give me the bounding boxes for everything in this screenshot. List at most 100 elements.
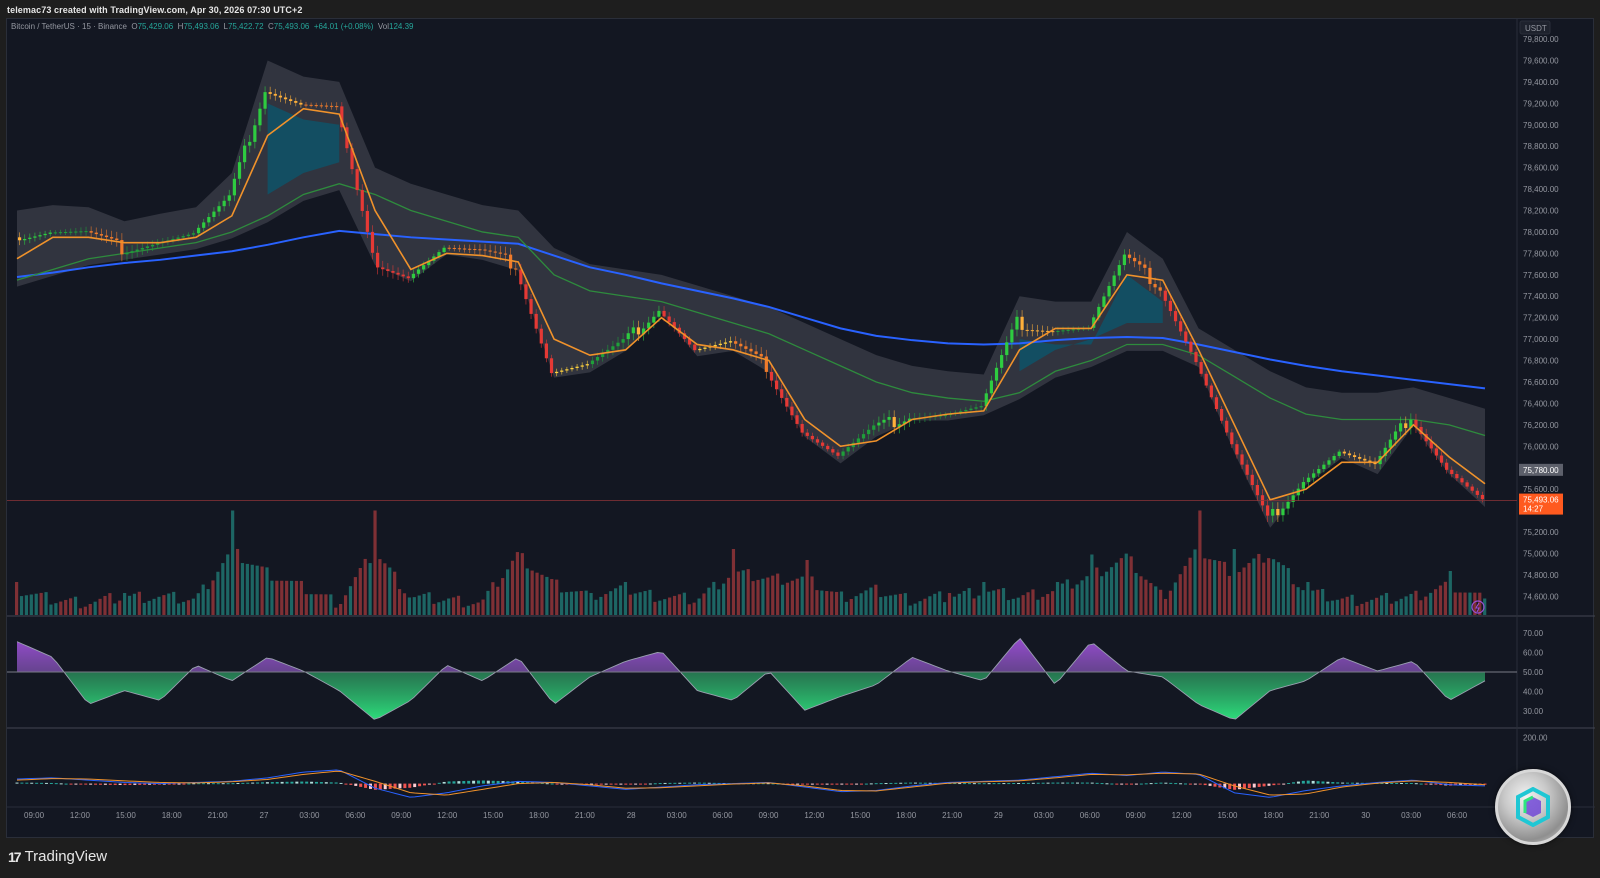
tradingview-logo[interactable]: 17 TradingView — [8, 848, 107, 865]
snapshot-caption: telemac73 created with TradingView.com, … — [7, 5, 303, 15]
ema-slow-line — [16, 229, 1486, 390]
time-tick: 18:00 — [529, 811, 550, 820]
close-value: 75,493.06 — [273, 22, 310, 31]
signal-line — [16, 770, 1486, 796]
time-tick: 27 — [260, 811, 269, 820]
volume-label: Vol — [377, 22, 389, 31]
price-tick: 77,000.00 — [1523, 335, 1559, 344]
price-tick: 79,600.00 — [1523, 57, 1559, 66]
rsi-axis[interactable]: 70.00 60.00 50.00 40.00 30.00 — [1523, 629, 1544, 716]
time-tick: 03:00 — [1034, 811, 1055, 820]
rsi-tick: 40.00 — [1523, 688, 1544, 697]
price-tick: 79,400.00 — [1523, 78, 1559, 87]
time-tick: 29 — [994, 811, 1003, 820]
price-tick: 75,600.00 — [1523, 485, 1559, 494]
time-tick: 03:00 — [667, 811, 688, 820]
volume-value: 124.39 — [389, 22, 414, 31]
coin-badge-icon — [1495, 769, 1571, 845]
time-tick: 12:00 — [437, 811, 458, 820]
rsi-tick: 50.00 — [1523, 668, 1544, 677]
time-tick: 21:00 — [1309, 811, 1330, 820]
price-tick: 76,200.00 — [1523, 421, 1559, 430]
price-tick: 74,800.00 — [1523, 571, 1559, 580]
price-tick: 78,600.00 — [1523, 164, 1559, 173]
time-tick: 06:00 — [1447, 811, 1468, 820]
price-tick: 77,200.00 — [1523, 314, 1559, 323]
price-tick: 78,800.00 — [1523, 142, 1559, 151]
ema-fast-line — [16, 107, 1486, 501]
low-label: L — [223, 22, 228, 31]
rsi-overbought-fill — [17, 638, 1485, 672]
lightning-icon[interactable] — [1471, 600, 1485, 614]
rsi-line — [16, 637, 1486, 720]
currency-button[interactable] — [1519, 20, 1551, 35]
time-tick: 09:00 — [391, 811, 412, 820]
price-tick: 76,800.00 — [1523, 357, 1559, 366]
time-tick: 15:00 — [483, 811, 504, 820]
time-tick: 12:00 — [804, 811, 825, 820]
rsi-tick: 60.00 — [1523, 648, 1544, 657]
price-tick: 78,000.00 — [1523, 228, 1559, 237]
trend-cloud — [17, 60, 1485, 528]
time-tick: 18:00 — [1263, 811, 1284, 820]
high-label: H — [177, 22, 184, 31]
time-axis[interactable]: 09:00 12:00 15:00 18:00 21:00 27 03:00 06:00 09:… — [24, 811, 1468, 820]
time-tick: 03:00 — [299, 811, 320, 820]
price-tick: 79,800.00 — [1523, 35, 1559, 44]
high-value: 75,493.06 — [183, 22, 220, 31]
price-tick: 77,600.00 — [1523, 271, 1559, 280]
currency-label: USDT — [1525, 24, 1547, 33]
time-tick: 18:00 — [162, 811, 183, 820]
symbol-legend: Bitcoin / TetherUS · 15 · Binance O75,42… — [11, 22, 413, 31]
open-value: 75,429.06 — [137, 22, 174, 31]
time-tick: 21:00 — [942, 811, 963, 820]
time-tick: 09:00 — [758, 811, 779, 820]
macd-tick: 200.00 — [1523, 734, 1548, 743]
bull-cloud — [267, 103, 340, 195]
price-tick: 79,200.00 — [1523, 99, 1559, 108]
time-tick: 18:00 — [896, 811, 917, 820]
macd-axis[interactable]: 200.00 — [1523, 734, 1548, 743]
time-tick: 03:00 — [1401, 811, 1422, 820]
price-tick: 79,000.00 — [1523, 121, 1559, 130]
time-tick: 12:00 — [1172, 811, 1193, 820]
price-tick: 78,400.00 — [1523, 185, 1559, 194]
time-tick: 06:00 — [1080, 811, 1101, 820]
time-tick: 28 — [627, 811, 636, 820]
time-tick: 15:00 — [116, 811, 137, 820]
time-tick: 21:00 — [575, 811, 596, 820]
time-tick: 06:00 — [345, 811, 366, 820]
tradingview-brand: TradingView — [24, 848, 108, 865]
rsi-tick: 30.00 — [1523, 707, 1544, 716]
countdown-label: 14:27 — [1523, 505, 1544, 514]
time-tick: 30 — [1361, 811, 1370, 820]
price-tick: 78,200.00 — [1523, 207, 1559, 216]
low-value: 75,422.72 — [227, 22, 264, 31]
price-tick: 74,600.00 — [1523, 592, 1559, 601]
change-value: +64.01 (+0.08%) — [313, 22, 374, 31]
price-axis[interactable]: 79,800.00 79,600.00 79,400.00 79,200.00 79,0… — [1519, 20, 1563, 601]
time-tick: 09:00 — [1126, 811, 1147, 820]
rsi-tick: 70.00 — [1523, 629, 1544, 638]
price-tick: 75,000.00 — [1523, 549, 1559, 558]
price-tick: 75,200.00 — [1523, 528, 1559, 537]
tradingview-logo-icon: 17 — [8, 848, 22, 865]
time-tick: 06:00 — [713, 811, 734, 820]
open-label: O — [131, 22, 138, 31]
price-tick: 76,600.00 — [1523, 378, 1559, 387]
bull-cloud — [1019, 274, 1163, 372]
ema-mid-line — [16, 183, 1486, 437]
price-marker-gray-label: 75,780.00 — [1523, 466, 1559, 475]
last-price-label: 75,493.06 — [1523, 496, 1559, 505]
chart-area[interactable]: 79,800.00 79,600.00 79,400.00 79,200.00 79,0… — [6, 18, 1595, 839]
rsi-oversold-fill — [17, 672, 1485, 720]
price-tick: 76,000.00 — [1523, 442, 1559, 451]
chart-canvas[interactable]: 79,800.00 79,600.00 79,400.00 79,200.00 79,0… — [7, 19, 1595, 839]
price-marker-gray — [1519, 463, 1563, 476]
price-tick: 77,400.00 — [1523, 292, 1559, 301]
price-tick: 76,400.00 — [1523, 399, 1559, 408]
time-tick: 15:00 — [1217, 811, 1238, 820]
symbol-title[interactable]: Bitcoin / TetherUS · 15 · Binance — [11, 22, 127, 31]
close-label: C — [267, 22, 274, 31]
